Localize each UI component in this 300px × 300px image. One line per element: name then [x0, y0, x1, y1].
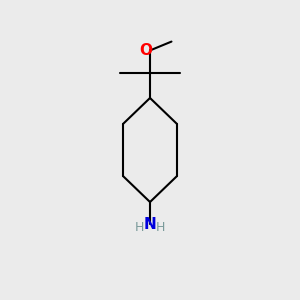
Text: H: H — [156, 221, 165, 234]
Text: H: H — [135, 221, 144, 234]
Text: N: N — [144, 217, 156, 232]
Text: O: O — [139, 43, 152, 58]
